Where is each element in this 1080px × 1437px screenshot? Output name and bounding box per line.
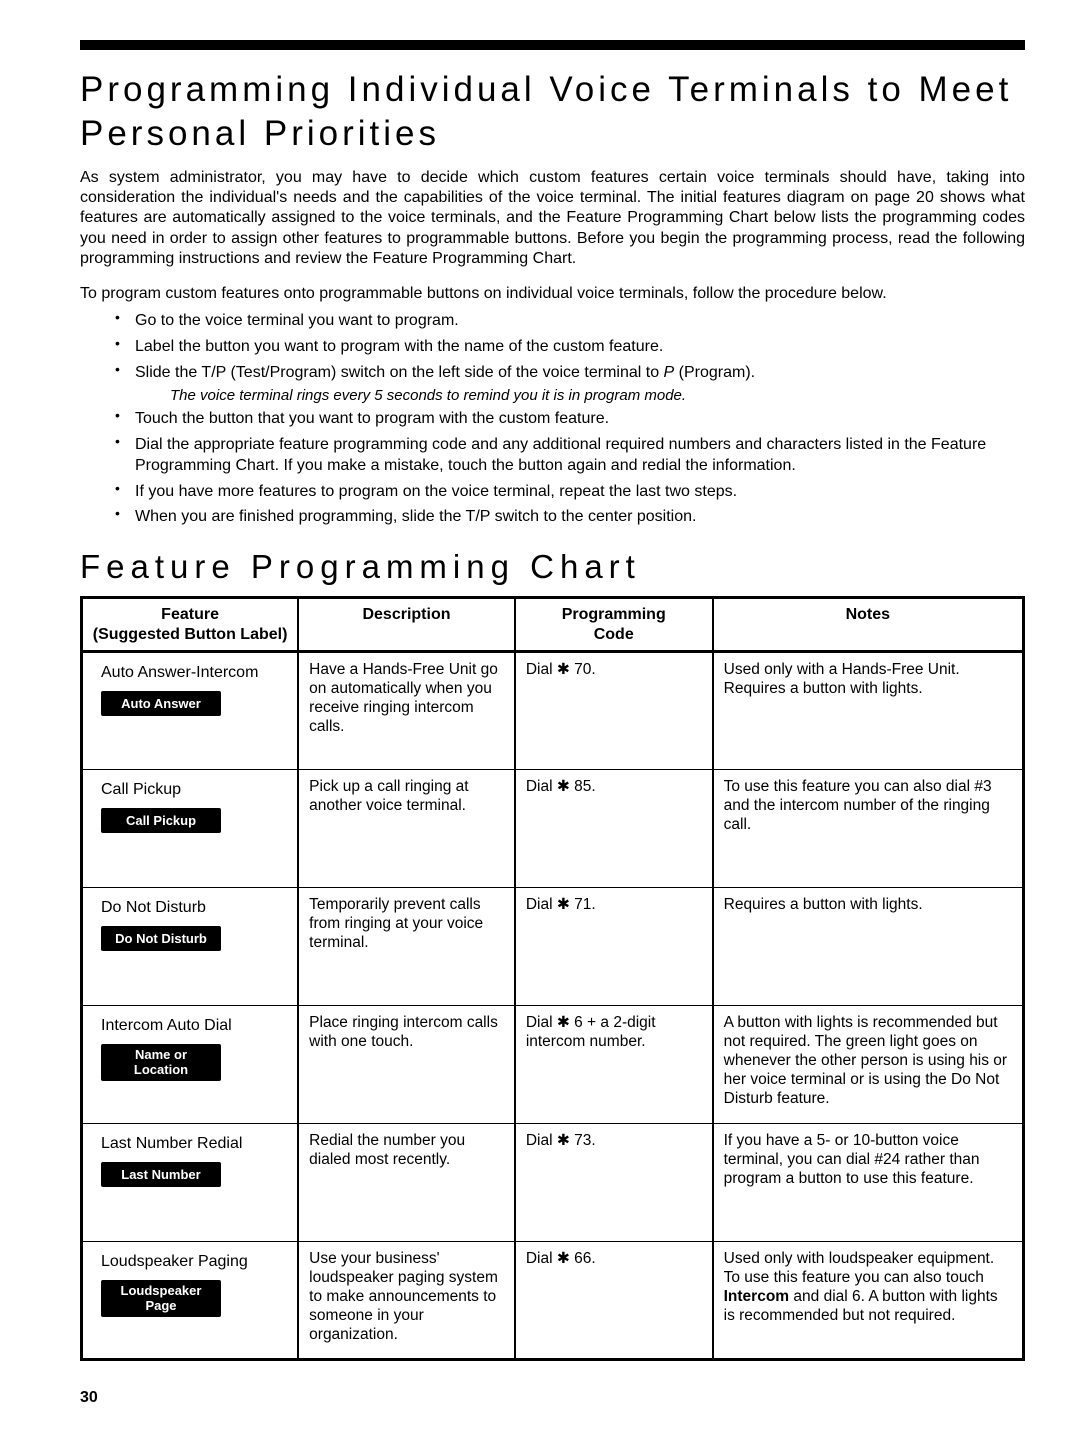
table-row: Call Pickup Call Pickup Pick up a call rin… <box>82 770 1024 888</box>
programming-code-cell: Dial ✱ 85. <box>515 770 713 888</box>
description-cell: Use your business' loudspeaker paging sy… <box>298 1242 515 1360</box>
notes-cell: Used only with a Hands-Free Unit. Requir… <box>713 652 1024 770</box>
suggested-button-label: Do Not Disturb <box>101 926 221 952</box>
feature-cell: Do Not Disturb Do Not Disturb <box>82 888 299 1006</box>
programming-code-cell: Dial ✱ 66. <box>515 1242 713 1360</box>
feature-name: Loudspeaker Paging <box>101 1252 285 1272</box>
chart-heading: Feature Programming Chart <box>80 548 1025 586</box>
programming-code-cell: Dial ✱ 6 + a 2-digit intercom number. <box>515 1006 713 1124</box>
feature-cell: Loudspeaker Paging LoudspeakerPage <box>82 1242 299 1360</box>
instruction-note: The voice terminal rings every 5 seconds… <box>170 387 1025 404</box>
instruction-item: Go to the voice terminal you want to pro… <box>115 310 1025 332</box>
feature-name: Auto Answer-Intercom <box>101 663 285 683</box>
col-header-notes: Notes <box>713 598 1024 652</box>
instruction-list: Go to the voice terminal you want to pro… <box>115 310 1025 528</box>
feature-cell: Last Number Redial Last Number <box>82 1124 299 1242</box>
feature-name: Do Not Disturb <box>101 898 285 918</box>
instruction-item: When you are finished programming, slide… <box>115 506 1025 528</box>
notes-cell: Used only with loudspeaker equipment. To… <box>713 1242 1024 1360</box>
table-row: Last Number Redial Last Number Redial the … <box>82 1124 1024 1242</box>
suggested-button-label: LoudspeakerPage <box>101 1280 221 1318</box>
table-row: Intercom Auto Dial Name orLocation Place r… <box>82 1006 1024 1124</box>
description-cell: Have a Hands-Free Unit go on automatical… <box>298 652 515 770</box>
suggested-button-label: Last Number <box>101 1162 221 1188</box>
notes-cell: Requires a button with lights. <box>713 888 1024 1006</box>
description-cell: Temporarily prevent calls from ringing a… <box>298 888 515 1006</box>
suggested-button-label: Call Pickup <box>101 808 221 834</box>
description-cell: Redial the number you dialed most recent… <box>298 1124 515 1242</box>
col-header-code: Programming Code <box>515 598 713 652</box>
instruction-item: Touch the button that you want to progra… <box>115 408 1025 430</box>
instruction-item: Label the button you want to program wit… <box>115 336 1025 358</box>
intro-paragraph-2: To program custom features onto programm… <box>80 284 1025 304</box>
feature-name: Call Pickup <box>101 780 285 800</box>
programming-code-cell: Dial ✱ 71. <box>515 888 713 1006</box>
feature-cell: Call Pickup Call Pickup <box>82 770 299 888</box>
instruction-item: If you have more features to program on … <box>115 481 1025 503</box>
programming-code-cell: Dial ✱ 70. <box>515 652 713 770</box>
notes-cell: To use this feature you can also dial #3… <box>713 770 1024 888</box>
description-cell: Pick up a call ringing at another voice … <box>298 770 515 888</box>
page-number: 30 <box>80 1389 1025 1407</box>
feature-programming-chart: Feature (Suggested Button Label) Descrip… <box>80 596 1025 1361</box>
feature-cell: Auto Answer-Intercom Auto Answer <box>82 652 299 770</box>
instruction-item: Dial the appropriate feature programming… <box>115 434 1025 477</box>
description-cell: Place ringing intercom calls with one to… <box>298 1006 515 1124</box>
feature-name: Intercom Auto Dial <box>101 1016 285 1036</box>
intro-paragraph-1: As system administrator, you may have to… <box>80 168 1025 270</box>
suggested-button-label: Name orLocation <box>101 1044 221 1082</box>
col-header-feature: Feature (Suggested Button Label) <box>82 598 299 652</box>
programming-code-cell: Dial ✱ 73. <box>515 1124 713 1242</box>
notes-cell: If you have a 5- or 10-button voice term… <box>713 1124 1024 1242</box>
table-row: Do Not Disturb Do Not Disturb Temporarily … <box>82 888 1024 1006</box>
table-row: Auto Answer-Intercom Auto Answer Have a Ha… <box>82 652 1024 770</box>
feature-name: Last Number Redial <box>101 1134 285 1154</box>
col-header-description: Description <box>298 598 515 652</box>
page-title: Programming Individual Voice Terminals t… <box>80 68 1025 156</box>
suggested-button-label: Auto Answer <box>101 691 221 717</box>
feature-cell: Intercom Auto Dial Name orLocation <box>82 1006 299 1124</box>
instruction-item: Slide the T/P (Test/Program) switch on t… <box>115 362 1025 384</box>
notes-cell: A button with lights is recommended but … <box>713 1006 1024 1124</box>
table-row: Loudspeaker Paging LoudspeakerPage Use you… <box>82 1242 1024 1360</box>
top-rule <box>80 40 1025 50</box>
